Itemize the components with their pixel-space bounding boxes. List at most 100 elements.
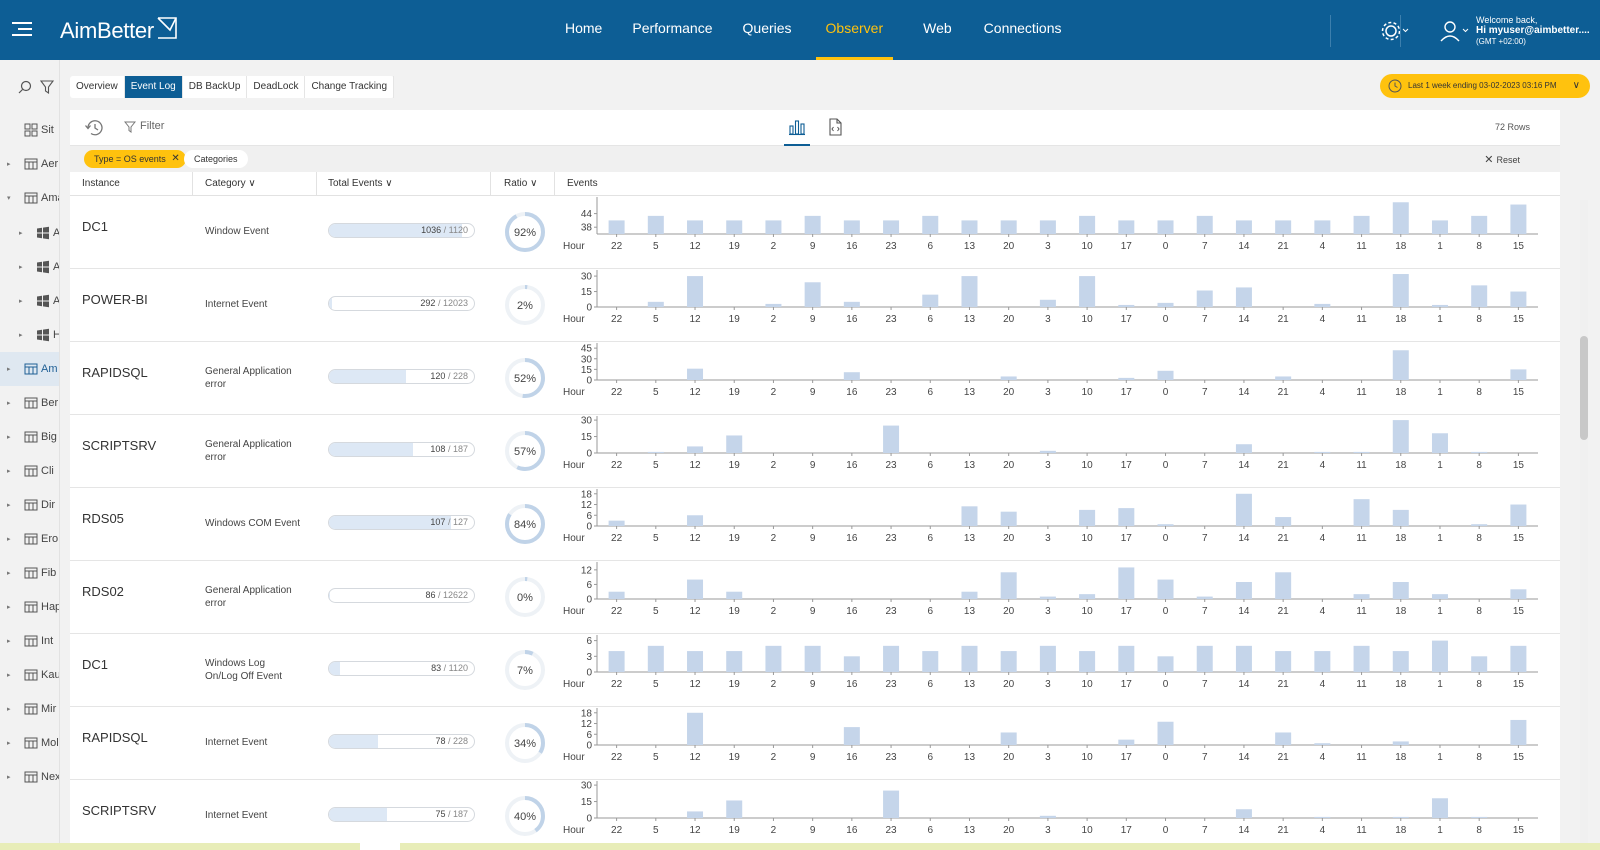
chevron-right-icon[interactable]: ▸ [7, 638, 11, 645]
horizontal-scrollbar[interactable] [0, 843, 1600, 850]
instance-name[interactable]: RAPIDSQL [82, 365, 148, 380]
table-row[interactable]: RDS05 Windows COM Event 107 / 127 84% 18 12 6 0… [70, 488, 1560, 561]
table-row[interactable]: DC1 Window Event 1036 / 1120 92% 44 38 Hour 22 5… [70, 196, 1560, 269]
gear-icon[interactable] [1380, 20, 1410, 42]
nav-connections[interactable]: Connections [983, 20, 1062, 36]
x-tick-label: 14 [1238, 241, 1250, 252]
sidebar-item-sit[interactable]: Sit [0, 113, 59, 147]
tab-overview[interactable]: Overview [70, 76, 125, 98]
table-row[interactable]: RAPIDSQL General Application error 120 / 22… [70, 342, 1560, 415]
close-icon[interactable]: ✕ [171, 153, 180, 164]
menu-toggle-icon[interactable] [12, 20, 32, 38]
tab-deadlock[interactable]: DeadLock [247, 76, 306, 98]
filter-icon[interactable] [124, 121, 136, 133]
sidebar-item-a[interactable]: ▸A [0, 250, 59, 284]
chevron-right-icon[interactable]: ▸ [7, 502, 11, 509]
column-total-events[interactable]: Total Events ∨ [328, 178, 393, 189]
nav-observer[interactable]: Observer [815, 0, 894, 60]
chevron-right-icon[interactable]: ▸ [7, 672, 11, 679]
chevron-right-icon[interactable]: ▸ [7, 740, 11, 747]
chevron-right-icon[interactable]: ▸ [7, 706, 11, 713]
logo[interactable]: AimBetter [60, 16, 178, 44]
instance-name[interactable]: SCRIPTSRV [82, 438, 157, 453]
sidebar-item-a[interactable]: ▸A [0, 284, 59, 318]
history-icon[interactable] [84, 117, 106, 139]
sidebar-item-big[interactable]: ▸ Big [0, 420, 59, 454]
instance-name[interactable]: SCRIPTSRV [82, 803, 157, 818]
table-row[interactable]: RDS02 General Application error 86 / 12622 0… [70, 561, 1560, 634]
chevron-right-icon[interactable]: ▸ [19, 230, 23, 237]
vertical-scroll-thumb[interactable] [1580, 336, 1588, 440]
categories-chip[interactable]: Categories [184, 150, 248, 168]
bar-chart-view-button[interactable] [784, 118, 810, 146]
chevron-right-icon[interactable]: ▸ [7, 434, 11, 441]
export-view-button[interactable] [826, 118, 844, 139]
sidebar-item-aer[interactable]: ▸ Aer [0, 147, 59, 181]
chevron-right-icon[interactable]: ▸ [7, 366, 11, 373]
tab-db-backup[interactable]: DB BackUp [183, 76, 248, 98]
search-icon[interactable] [18, 80, 32, 94]
table-row[interactable]: SCRIPTSRV Internet Event 75 / 187 40% 30 15 0 H… [70, 780, 1560, 850]
sidebar-item-cli[interactable]: ▸ Cli [0, 454, 59, 488]
sidebar-item-ama[interactable]: ▾ Ama [0, 181, 59, 215]
column-instance[interactable]: Instance [82, 178, 120, 189]
sidebar-item-hap[interactable]: ▸ Hap [0, 590, 59, 624]
chevron-right-icon[interactable]: ▸ [7, 468, 11, 475]
nav-home[interactable]: Home [565, 20, 603, 36]
chevron-right-icon[interactable]: ▸ [7, 774, 11, 781]
chevron-down-icon[interactable]: ▾ [7, 195, 11, 202]
user-icon[interactable] [1440, 20, 1470, 42]
event-bar [687, 220, 704, 234]
column-category[interactable]: Category ∨ [205, 178, 256, 189]
tab-event-log[interactable]: Event Log [124, 76, 183, 98]
chevron-right-icon[interactable]: ▸ [19, 298, 23, 305]
horizontal-scroll-thumb[interactable] [360, 843, 400, 850]
sidebar-item-int[interactable]: ▸ Int [0, 624, 59, 658]
chevron-right-icon[interactable]: ▸ [7, 161, 11, 168]
tab-change-tracking[interactable]: Change Tracking [305, 76, 395, 98]
table-row[interactable]: DC1 Windows Log On/Log Off Event 83 / 1120 7… [70, 634, 1560, 707]
instance-name[interactable]: RAPIDSQL [82, 730, 148, 745]
chevron-right-icon[interactable]: ▸ [7, 400, 11, 407]
x-tick-label: 4 [1320, 387, 1326, 398]
sidebar-item-mir[interactable]: ▸ Mir [0, 692, 59, 726]
table-row[interactable]: RAPIDSQL Internet Event 78 / 228 34% 18 12 6 0 H… [70, 707, 1560, 780]
x-tick-label: 5 [653, 241, 659, 252]
reset-button[interactable]: ✕ Reset [1484, 153, 1520, 166]
sidebar-item-h[interactable]: ▸H [0, 318, 59, 352]
type-filter-chip[interactable]: Type = OS events ✕ [84, 150, 186, 168]
instance-name[interactable]: DC1 [82, 657, 109, 672]
nav-performance[interactable]: Performance [632, 20, 713, 36]
user-menu[interactable]: Welcome back, Hi myuser@aimbetter.... (G… [1476, 15, 1590, 46]
sidebar-item-am[interactable]: ▸ Am [0, 352, 59, 386]
instance-name[interactable]: RDS02 [82, 584, 124, 599]
x-tick-label: 8 [1476, 460, 1482, 471]
nav-queries[interactable]: Queries [742, 20, 792, 36]
nav-web[interactable]: Web [923, 20, 952, 36]
sidebar-item-dir[interactable]: ▸ Dir [0, 488, 59, 522]
sidebar-item-mol[interactable]: ▸ Mol [0, 726, 59, 760]
time-range-selector[interactable]: Last 1 week ending 03-02-2023 03:16 PM ∨ [1380, 74, 1590, 98]
instance-name[interactable]: POWER-BI [82, 292, 148, 307]
sidebar-item-ero[interactable]: ▸ Ero [0, 522, 59, 556]
chevron-right-icon[interactable]: ▸ [7, 604, 11, 611]
sidebar-item-fib[interactable]: ▸ Fib [0, 556, 59, 590]
sidebar-item-a[interactable]: ▸A [0, 216, 59, 250]
chevron-down-icon: ∨ [385, 178, 393, 189]
event-bar [647, 215, 664, 234]
filter-icon[interactable] [40, 80, 54, 94]
table-row[interactable]: POWER-BI Internet Event 292 / 12023 2% 30 15 0… [70, 269, 1560, 342]
chevron-right-icon[interactable]: ▸ [19, 332, 23, 339]
column-ratio[interactable]: Ratio ∨ [504, 178, 537, 189]
chevron-right-icon[interactable]: ▸ [7, 570, 11, 577]
sidebar-item-nex[interactable]: ▸ Nex [0, 760, 59, 794]
sidebar-item-kau[interactable]: ▸ Kau [0, 658, 59, 692]
vertical-scrollbar[interactable] [1580, 200, 1588, 850]
chevron-right-icon[interactable]: ▸ [19, 264, 23, 271]
table-row[interactable]: SCRIPTSRV General Application error 108 / 1… [70, 415, 1560, 488]
filter-label[interactable]: Filter [140, 120, 165, 132]
instance-name[interactable]: DC1 [82, 219, 109, 234]
instance-name[interactable]: RDS05 [82, 511, 124, 526]
chevron-right-icon[interactable]: ▸ [7, 536, 11, 543]
sidebar-item-ber[interactable]: ▸ Ber [0, 386, 59, 420]
